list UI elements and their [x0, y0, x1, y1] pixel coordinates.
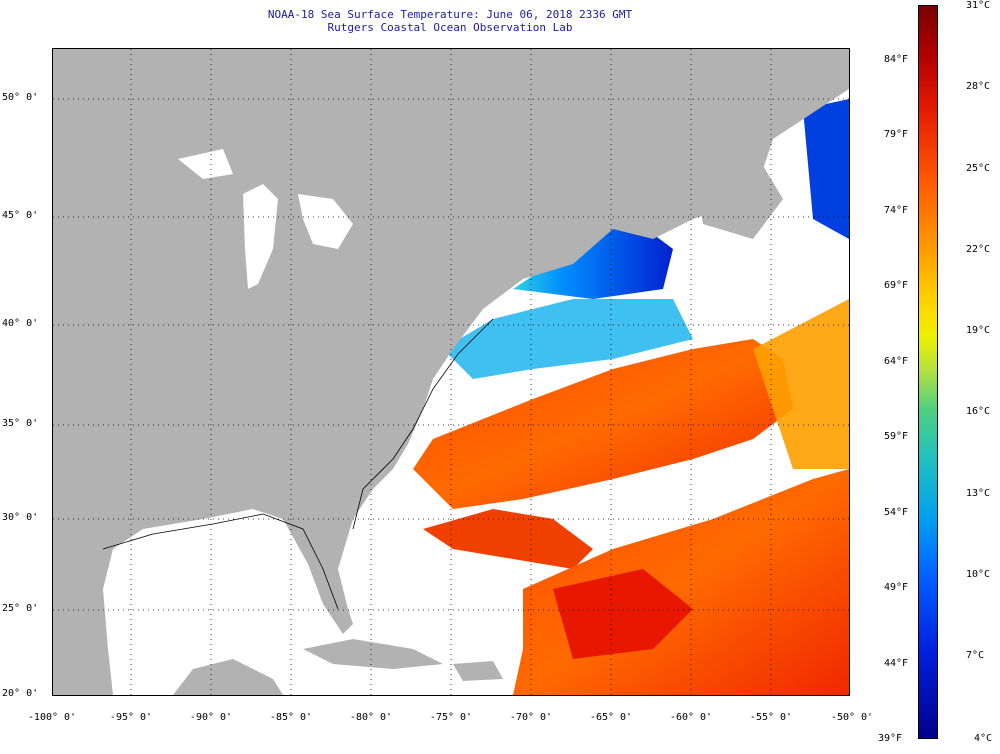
colorbar-c-label: 7°C — [966, 650, 985, 661]
colorbar-c-label: 31°C — [966, 0, 991, 11]
sst-map — [52, 48, 850, 696]
lat-label-45: 45° 0' — [2, 210, 39, 221]
colorbar-c-label: 22°C — [966, 244, 991, 255]
lon-label-95: -95° 0' — [109, 712, 153, 723]
title-line-2: Rutgers Coastal Ocean Observation Lab — [327, 21, 573, 34]
temperature-colorbar — [918, 5, 938, 739]
lake-superior-cloud — [178, 149, 233, 179]
lon-label-55: -55° 0' — [749, 712, 793, 723]
hot-sst-patch — [553, 569, 693, 659]
lon-label-100: -100° 0' — [27, 712, 77, 723]
colorbar-f-label: 44°F — [884, 658, 909, 669]
land-hispaniola — [453, 661, 503, 681]
lon-label-50: -50° 0' — [830, 712, 874, 723]
land-newfoundland — [693, 149, 783, 239]
colorbar-f-label: 39°F — [878, 733, 903, 744]
lon-label-70: -70° 0' — [509, 712, 553, 723]
lake-michigan — [243, 184, 278, 289]
colorbar-f-label: 54°F — [884, 507, 909, 518]
lat-label-25: 25° 0' — [2, 603, 39, 614]
lat-label-30: 30° 0' — [2, 512, 39, 523]
warm-sst-band-gulfstream — [413, 339, 793, 509]
cold-sst-newfoundland — [803, 99, 849, 239]
colorbar-c-label: 13°C — [966, 488, 991, 499]
colorbar-f-label: 59°F — [884, 431, 909, 442]
lon-label-80: -80° 0' — [349, 712, 393, 723]
colorbar-c-label: 4°C — [974, 733, 993, 744]
lat-label-20: 20° 0' — [2, 688, 39, 699]
colorbar-c-label: 25°C — [966, 163, 991, 174]
lon-label-75: -75° 0' — [429, 712, 473, 723]
colorbar-f-label: 64°F — [884, 356, 909, 367]
lat-label-35: 35° 0' — [2, 418, 39, 429]
east-coast-line — [352, 318, 494, 530]
land-yucatan — [173, 659, 283, 695]
colorbar-f-label: 69°F — [884, 280, 909, 291]
colorbar-c-label: 10°C — [966, 569, 991, 580]
colorbar-f-label: 84°F — [884, 54, 909, 65]
lon-label-85: -85° 0' — [269, 712, 313, 723]
gulf-coast-line — [102, 513, 339, 610]
lat-label-50: 50° 0' — [2, 92, 39, 103]
lon-label-65: -65° 0' — [589, 712, 633, 723]
cold-sst-gulf-of-maine — [513, 219, 673, 299]
colorbar-c-label: 16°C — [966, 406, 991, 417]
lon-label-90: -90° 0' — [189, 712, 233, 723]
sst-patch-orange — [753, 299, 849, 469]
land-cuba — [303, 639, 443, 669]
lake-huron — [298, 194, 353, 249]
cool-sst-shelf — [443, 299, 693, 379]
colorbar-f-label: 74°F — [884, 205, 909, 216]
colorbar-c-label: 19°C — [966, 325, 991, 336]
colorbar-f-label: 49°F — [884, 582, 909, 593]
lon-label-60: -60° 0' — [669, 712, 713, 723]
sst-map-canvas — [53, 49, 849, 695]
title-line-1: NOAA-18 Sea Surface Temperature: June 06… — [267, 8, 633, 21]
colorbar-f-label: 79°F — [884, 129, 909, 140]
warm-sst-patch — [423, 509, 593, 569]
lat-label-40: 40° 0' — [2, 318, 39, 329]
map-title: NOAA-18 Sea Surface Temperature: June 06… — [0, 8, 900, 34]
colorbar-c-label: 28°C — [966, 81, 991, 92]
